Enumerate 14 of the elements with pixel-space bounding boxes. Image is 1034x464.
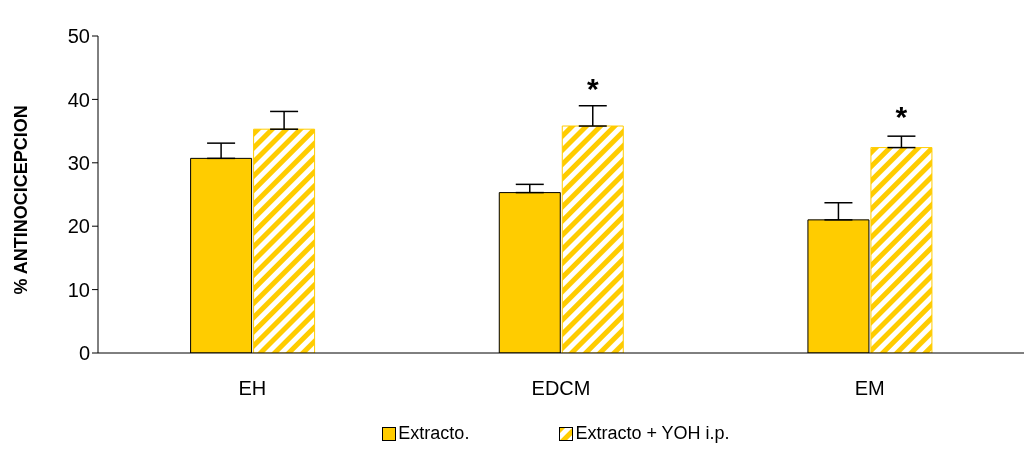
legend-label: Extracto + YOH i.p. (574, 423, 730, 444)
annotation: * (895, 100, 908, 134)
x-tick-label: EH (238, 377, 267, 400)
y-tick-label: 0 (78, 342, 90, 365)
y-tick-label: 10 (67, 278, 90, 301)
y-tick-label: 30 (67, 151, 90, 174)
x-tick-label: EDCM (531, 377, 591, 400)
legend-label: Extracto. (397, 423, 470, 444)
x-tick-label: EM (854, 377, 885, 400)
y-tick-label: 40 (67, 88, 90, 111)
y-tick-label: 50 (67, 25, 90, 48)
y-tick-label: 20 (67, 215, 90, 238)
y-axis-title: % ANTINOCICEPCION (11, 105, 32, 295)
annotation: * (586, 71, 599, 105)
